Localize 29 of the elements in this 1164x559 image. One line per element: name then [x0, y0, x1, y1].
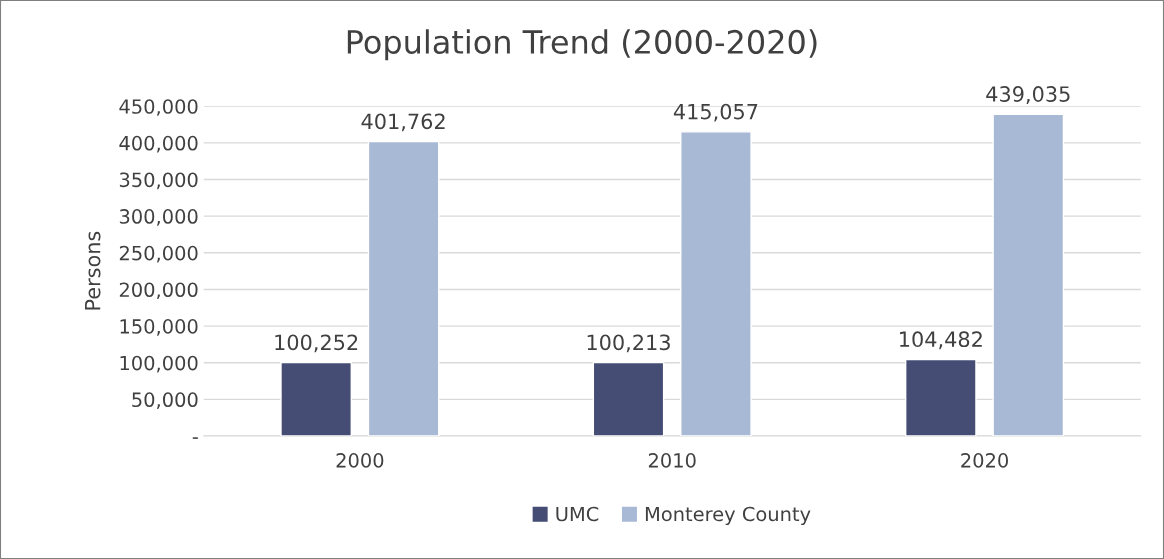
y-tick-label: 400,000	[119, 135, 198, 153]
bar	[904, 358, 977, 437]
y-tick-label: 450,000	[119, 99, 198, 116]
legend-label: UMC	[556, 506, 599, 522]
data-label: 401,762	[361, 113, 445, 132]
data-label: 439,035	[986, 86, 1070, 104]
x-tick-label: 2010	[648, 453, 696, 468]
y-tick-label: 150,000	[120, 319, 198, 336]
data-label: 100,213	[587, 334, 670, 353]
data-label: 100,252	[275, 334, 358, 353]
y-tick-label: 100,000	[120, 355, 198, 373]
y-tick-label: 250,000	[119, 245, 198, 263]
legend-label: Monterey County	[645, 506, 811, 526]
y-tick-label: 50,000	[132, 392, 198, 410]
y-axis-title: Persons	[85, 231, 101, 310]
data-label: 104,482	[900, 331, 982, 350]
bar	[592, 361, 665, 437]
data-label: 415,057	[673, 103, 758, 122]
bar	[367, 140, 440, 437]
chart-title: Population Trend (2000-2020)	[347, 29, 817, 61]
bar	[680, 131, 752, 437]
bar	[992, 113, 1065, 437]
y-tick-label: 200,000	[119, 282, 198, 300]
y-tick-label: -	[192, 437, 198, 439]
x-tick-label: 2000	[336, 453, 384, 468]
y-tick-label: 350,000	[119, 172, 198, 190]
y-tick-label: 300,000	[119, 209, 198, 226]
bar	[280, 361, 352, 437]
x-tick-label: 2020	[961, 453, 1008, 468]
